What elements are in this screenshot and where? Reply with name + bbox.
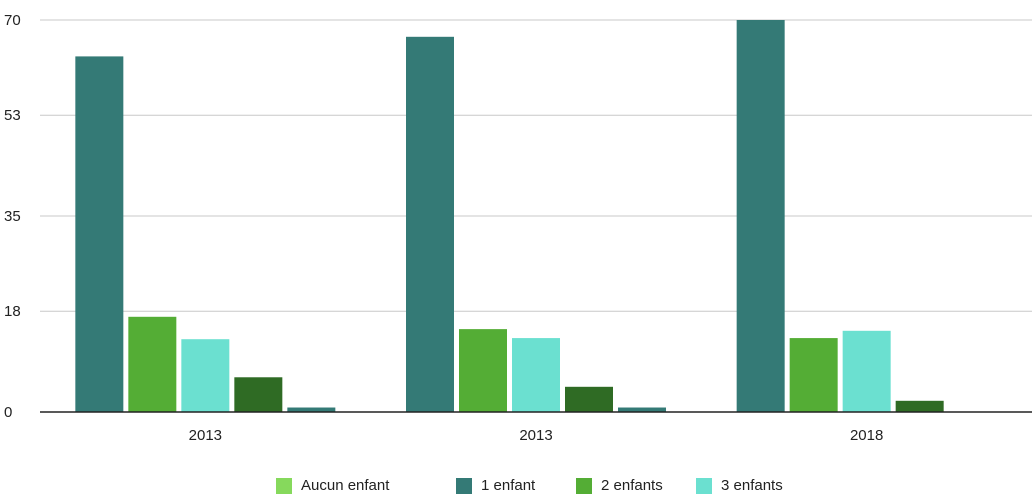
legend-swatch	[276, 477, 292, 494]
y-tick-label: 35	[4, 208, 21, 225]
bars	[75, 20, 944, 413]
legend-swatch	[456, 477, 472, 494]
legend-item: 3 enfants	[696, 477, 783, 494]
x-tick-label: 2013	[189, 427, 222, 444]
bar	[842, 330, 891, 412]
x-axis-labels: 2013 2013 2018	[189, 427, 884, 444]
legend-label: Aucun enfant	[301, 477, 390, 494]
y-tick-label: 18	[4, 303, 21, 320]
legend-swatch	[576, 477, 592, 494]
legend-item: 2 enfants	[576, 477, 663, 494]
legend-label: 1 enfant	[481, 477, 536, 494]
bar	[234, 377, 283, 412]
legend-label: 3 enfants	[721, 477, 783, 494]
bar	[895, 400, 944, 412]
bar	[736, 20, 785, 412]
y-tick-label: 53	[4, 107, 21, 124]
bar	[406, 36, 454, 413]
bar	[287, 407, 336, 412]
bar	[618, 407, 666, 412]
legend: Aucun enfant 1 enfant 2 enfants 3 enfant…	[0, 477, 1032, 495]
y-axis-labels: 0 18 35 53 70	[4, 12, 21, 421]
x-tick-label: 2013	[519, 427, 552, 444]
legend-item: 1 enfant	[456, 477, 535, 494]
bar	[565, 386, 613, 412]
bar	[512, 338, 560, 412]
bar	[789, 338, 838, 412]
bar	[128, 316, 177, 412]
grid-lines	[40, 19, 1032, 312]
y-tick-label: 0	[4, 404, 12, 421]
bar	[181, 339, 230, 412]
bar	[459, 329, 507, 412]
legend-swatch	[696, 477, 712, 494]
legend-item: Aucun enfant	[276, 477, 389, 494]
y-tick-label: 70	[4, 12, 21, 29]
x-tick-label: 2018	[850, 427, 883, 444]
legend-label: 2 enfants	[601, 477, 663, 494]
bar-chart: 0 18 35 53 70 2013 2013 2018	[4, 12, 1032, 444]
bar	[75, 56, 124, 413]
